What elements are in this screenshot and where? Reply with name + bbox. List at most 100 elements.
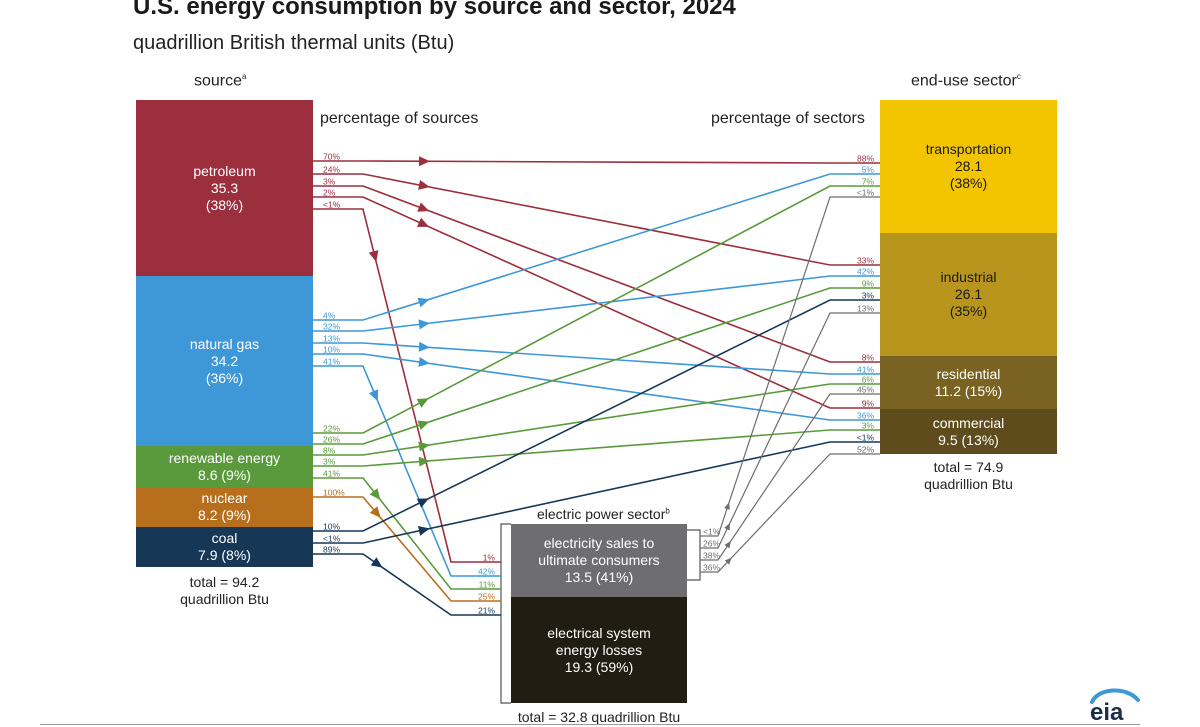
eia-logo-arc bbox=[1090, 688, 1140, 704]
flow-arrow-icon bbox=[418, 319, 430, 330]
chart-subtitle: quadrillion British thermal units (Btu) bbox=[133, 32, 455, 54]
flow-line-renew-commercial bbox=[313, 429, 880, 467]
flow-dest-pct: 25% bbox=[478, 592, 495, 602]
flow-source-pct: 3% bbox=[323, 177, 336, 187]
source-gas-pct: (36%) bbox=[205, 369, 244, 386]
flow-source-pct: 13% bbox=[323, 334, 340, 344]
flow-line-renew-industrial bbox=[313, 287, 880, 445]
flow-source-pct: 26% bbox=[703, 539, 720, 549]
flow-dest-pct: 1% bbox=[483, 553, 496, 563]
source-petroleum-name: petroleum bbox=[193, 162, 256, 179]
sector-residential-name: residential bbox=[936, 365, 1001, 382]
flow-arrow-icon bbox=[724, 557, 732, 565]
sector-transportation: transportation 28.1 (38%) bbox=[880, 100, 1057, 233]
flow-source-pct: 70% bbox=[323, 152, 340, 162]
flow-line-coal-industrial bbox=[313, 299, 880, 532]
source-renew-value: 8.6 (9%) bbox=[198, 466, 251, 483]
source-gas-name: natural gas bbox=[189, 335, 260, 352]
sector-residential: residential 11.2 (15%) bbox=[880, 356, 1057, 409]
flow-dest-pct: 5% bbox=[862, 165, 875, 175]
flow-source-pct: 22% bbox=[323, 424, 340, 434]
sector-industrial-value: 26.1 bbox=[954, 286, 983, 302]
flow-line-gas-industrial bbox=[313, 275, 880, 332]
source-petroleum: petroleum 35.3 (38%) bbox=[136, 100, 313, 276]
source-total-line2: quadrillion Btu bbox=[180, 591, 269, 607]
flow-arrow-icon bbox=[368, 250, 379, 263]
flow-arrow-icon bbox=[417, 202, 430, 212]
pct-sources-header: percentage of sources bbox=[320, 110, 479, 127]
flow-line-petroleum-transport bbox=[313, 160, 880, 164]
flow-dest-pct: <1% bbox=[857, 188, 875, 198]
flow-line-petroleum-residential bbox=[313, 185, 880, 363]
eia-logo: eia bbox=[1090, 688, 1140, 724]
sales-line-2: ultimate consumers bbox=[538, 552, 660, 568]
flow-line-renew-transport bbox=[313, 185, 880, 434]
electricity-sales-block: electricity sales to ultimate consumers … bbox=[511, 524, 687, 597]
flow-source-pct: 41% bbox=[323, 357, 340, 367]
flow-dest-pct: 88% bbox=[857, 154, 874, 164]
flow-arrow-icon bbox=[369, 506, 381, 518]
sector-transport-name: transportation bbox=[925, 141, 1012, 157]
sector-residential-value: 11.2 (15%) bbox=[934, 382, 1003, 399]
source-total-line1: total = 94.2 bbox=[189, 574, 260, 590]
flow-arrow-icon bbox=[369, 488, 381, 500]
flow-source-pct: 41% bbox=[323, 469, 340, 479]
flow-dest-pct: <1% bbox=[857, 433, 875, 443]
flow-arrow-icon bbox=[418, 341, 431, 352]
flow-arrow-icon bbox=[417, 297, 430, 308]
flow-source-pct: 8% bbox=[323, 446, 336, 456]
electric-bracket-right bbox=[687, 529, 701, 581]
flow-dest-pct: 9% bbox=[862, 399, 875, 409]
flow-dest-pct: 8% bbox=[862, 353, 875, 363]
flow-line-electric-industrial bbox=[700, 312, 880, 549]
losses-line-2: energy losses bbox=[555, 641, 643, 658]
losses-line-3: 19.3 (59%) bbox=[564, 658, 634, 675]
flow-line-gas-electric bbox=[313, 365, 501, 577]
flow-source-pct: <1% bbox=[323, 200, 341, 210]
flow-dest-pct: 3% bbox=[862, 291, 875, 301]
flow-arrow-icon bbox=[368, 389, 379, 402]
flow-source-pct: 2% bbox=[323, 188, 336, 198]
flow-arrow-icon bbox=[416, 217, 430, 227]
flow-dest-pct: 3% bbox=[862, 421, 875, 431]
sector-total-line2: quadrillion Btu bbox=[924, 476, 1013, 492]
flow-arrow-icon bbox=[416, 498, 429, 508]
sector-industrial-pct: (35%) bbox=[949, 303, 988, 319]
source-total: total = 94.2 quadrillion Btu bbox=[136, 574, 313, 608]
flow-arrow-icon bbox=[417, 525, 430, 536]
sector-commercial-value: 9.5 (13%) bbox=[938, 431, 999, 448]
flow-source-pct: 10% bbox=[323, 345, 340, 355]
flow-source-pct: 10% bbox=[323, 522, 340, 532]
source-nuclear-name: nuclear bbox=[201, 490, 248, 506]
footer-rule bbox=[40, 724, 1140, 725]
flow-source-pct: <1% bbox=[323, 534, 341, 544]
source-nuclear: nuclear 8.2 (9%) bbox=[136, 487, 313, 527]
flow-dest-pct: 42% bbox=[857, 267, 874, 277]
flow-line-gas-commercial bbox=[313, 353, 880, 421]
source-gas-value: 34.2 bbox=[210, 352, 239, 369]
flow-line-renew-residential bbox=[313, 383, 880, 456]
flow-source-pct: 32% bbox=[323, 322, 340, 332]
flow-dest-pct: 6% bbox=[862, 375, 875, 385]
electric-total: total = 32.8 quadrillion Btu bbox=[517, 709, 681, 725]
flow-dest-pct: 42% bbox=[478, 567, 495, 577]
source-coal-name: coal bbox=[211, 530, 238, 546]
chart-title: U.S. energy consumption by source and se… bbox=[133, 0, 736, 20]
flow-line-electric-transport bbox=[700, 196, 880, 537]
flow-source-pct: 24% bbox=[323, 165, 340, 175]
source-coal: coal 7.9 (8%) bbox=[136, 527, 313, 567]
flow-arrow-icon bbox=[370, 557, 383, 568]
flow-arrow-icon bbox=[418, 441, 430, 452]
flow-source-pct: 3% bbox=[323, 457, 336, 467]
flow-dest-pct: 33% bbox=[857, 256, 874, 266]
flow-source-pct: 36% bbox=[703, 563, 720, 573]
flow-source-pct: 89% bbox=[323, 545, 340, 555]
source-petroleum-value: 35.3 bbox=[210, 179, 239, 196]
source-header: sourcea bbox=[194, 72, 247, 90]
sector-industrial-name: industrial bbox=[940, 269, 997, 285]
electric-power-header: electric power sectorb bbox=[537, 506, 670, 522]
flow-dest-pct: 21% bbox=[478, 606, 495, 616]
flow-line-nuclear-electric bbox=[313, 496, 501, 602]
flow-dest-pct: 7% bbox=[862, 177, 875, 187]
flow-arrow-icon bbox=[724, 502, 730, 510]
